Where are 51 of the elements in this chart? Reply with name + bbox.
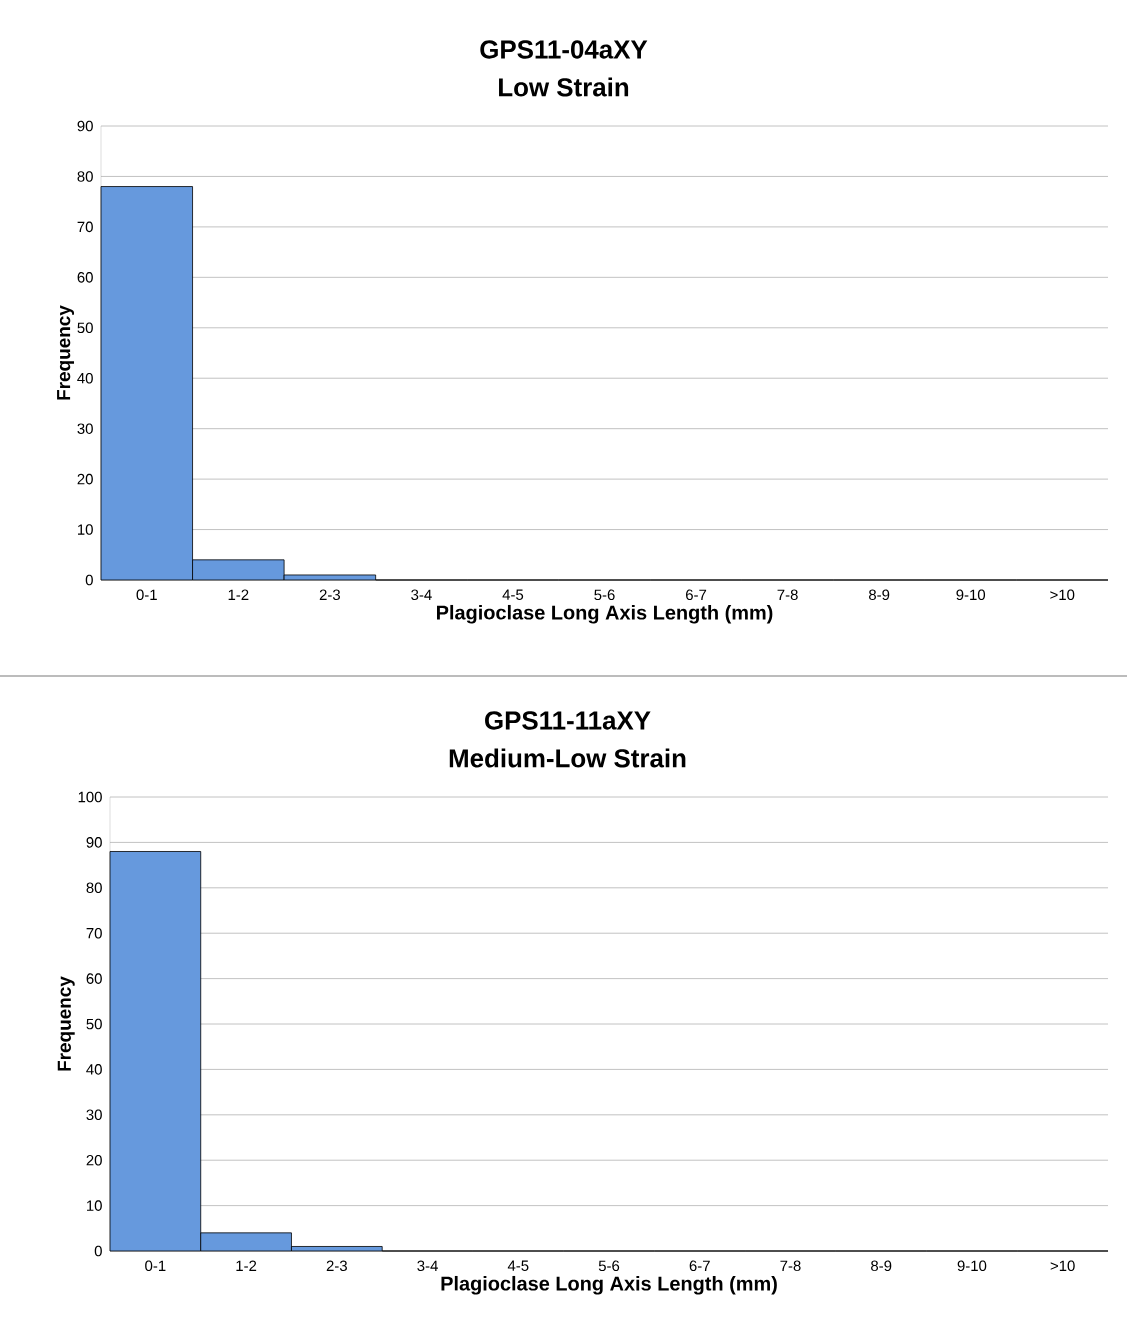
- x-tick-label: 0-1: [136, 589, 157, 601]
- x-tick-label: 6-7: [689, 1260, 710, 1272]
- y-tick-label: 80: [77, 171, 93, 182]
- x-tick-label: 4-5: [502, 589, 524, 600]
- y-tick-label: 10: [87, 1200, 102, 1211]
- x-tick-label: >10: [1050, 589, 1075, 601]
- chart-title: GPS11-04aXY: [480, 40, 648, 59]
- x-tick-label: 3-4: [411, 589, 432, 601]
- y-tick-label: 70: [86, 927, 102, 939]
- x-tick-label: 7-8: [780, 1260, 801, 1272]
- x-tick-label: 8-9: [869, 589, 890, 601]
- x-tick-label: 4-5: [507, 1260, 529, 1271]
- y-tick-label: 90: [86, 837, 102, 848]
- x-tick-label: 6-7: [686, 589, 707, 601]
- x-tick-label: 8-9: [871, 1260, 892, 1272]
- y-tick-label: 40: [86, 1064, 102, 1075]
- y-tick-label: 40: [77, 372, 93, 384]
- x-tick-label: 1-2: [236, 1260, 257, 1271]
- y-tick-label: 50: [86, 1018, 102, 1030]
- y-axis-title: Frequency: [57, 305, 75, 400]
- x-tick-label: 2-3: [319, 589, 341, 601]
- y-tick-label: 0: [85, 574, 93, 586]
- y-tick-label: 20: [77, 473, 93, 485]
- y-tick-label: 20: [86, 1154, 102, 1166]
- x-axis-title: Plagioclase Long Axis Length (mm): [441, 1275, 777, 1295]
- chart-title: GPS11-11aXY: [485, 711, 651, 730]
- y-axis-title: Frequency: [57, 976, 75, 1071]
- y-tick-label: 60: [77, 272, 93, 283]
- y-tick-label: 90: [77, 120, 93, 132]
- x-tick-label: 3-4: [417, 1260, 438, 1272]
- y-tick-label: 60: [86, 973, 102, 984]
- x-tick-label: 5-6: [598, 1260, 620, 1272]
- x-tick-label: >10: [1050, 1260, 1075, 1272]
- chart-subtitle: Medium-Low Strain: [449, 748, 686, 768]
- chart-subtitle: Low Strain: [499, 77, 629, 97]
- x-axis-title: Plagioclase Long Axis Length (mm): [437, 604, 773, 624]
- y-tick-label: 100: [78, 791, 102, 803]
- y-tick-label: 30: [77, 423, 93, 434]
- y-tick-label: 70: [77, 221, 93, 233]
- y-tick-label: 0: [94, 1245, 102, 1257]
- y-tick-label: 30: [86, 1109, 102, 1121]
- x-tick-label: 7-8: [777, 589, 798, 601]
- x-tick-label: 9-10: [956, 589, 986, 601]
- x-tick-label: 5-6: [594, 589, 615, 601]
- y-tick-label: 50: [77, 322, 93, 334]
- x-tick-label: 2-3: [326, 1260, 347, 1272]
- y-tick-label: 10: [78, 524, 93, 535]
- x-tick-label: 1-2: [228, 589, 249, 600]
- x-tick-label: 0-1: [145, 1260, 166, 1272]
- x-tick-label: 9-10: [957, 1260, 987, 1272]
- y-tick-label: 80: [86, 882, 102, 894]
